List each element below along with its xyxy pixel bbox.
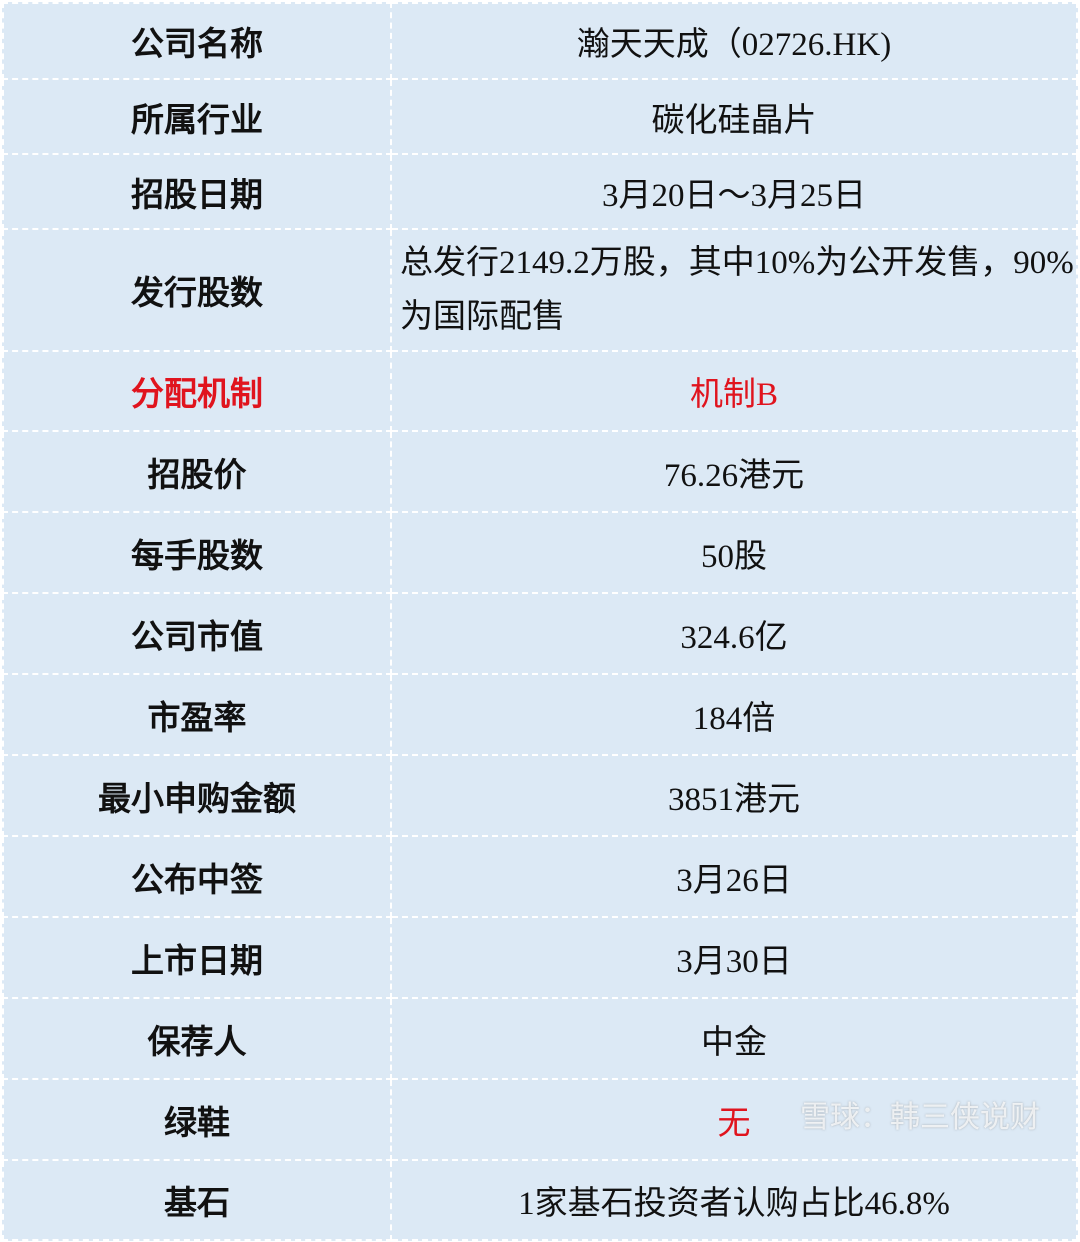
row-value: 324.6亿 [390,592,1078,675]
row-label: 上市日期 [2,916,392,999]
row-label: 公布中签 [2,835,392,918]
table-row: 分配机制 机制B [2,350,1078,432]
table-row: 市盈率 184倍 [2,673,1078,756]
row-label: 发行股数 [2,228,392,352]
row-value: 机制B [390,350,1078,432]
row-label: 招股价 [2,430,392,513]
table-row: 每手股数 50股 [2,511,1078,594]
row-value: 184倍 [390,673,1078,756]
row-value: 3月20日～3月25日 [390,153,1078,230]
row-value: 50股 [390,511,1078,594]
row-value: 1家基石投资者认购占比46.8% [390,1159,1078,1241]
row-label: 分配机制 [2,350,392,432]
table-row: 所属行业 碳化硅晶片 [2,78,1078,155]
row-label: 市盈率 [2,673,392,756]
table-row: 公司名称 瀚天天成（02726.HK) [2,2,1078,80]
table-row: 公司市值 324.6亿 [2,592,1078,675]
row-value: 76.26港元 [390,430,1078,513]
row-value: 瀚天天成（02726.HK) [390,2,1078,80]
row-value: 总发行2149.2万股，其中10%为公开发售，90%为国际配售 [390,228,1078,352]
row-label: 绿鞋 [2,1078,392,1161]
row-value: 3月26日 [390,835,1078,918]
row-label: 基石 [2,1159,392,1241]
table-row: 保荐人 中金 [2,997,1078,1080]
row-label: 所属行业 [2,78,392,155]
row-label: 最小申购金额 [2,754,392,837]
row-label: 保荐人 [2,997,392,1080]
row-label: 公司名称 [2,2,392,80]
table-row: 发行股数 总发行2149.2万股，其中10%为公开发售，90%为国际配售 [2,228,1078,352]
table-row: 基石 1家基石投资者认购占比46.8% [2,1159,1078,1241]
row-value: 3851港元 [390,754,1078,837]
row-value: 3月30日 [390,916,1078,999]
row-label: 公司市值 [2,592,392,675]
row-value: 碳化硅晶片 [390,78,1078,155]
row-label: 招股日期 [2,153,392,230]
table-row: 绿鞋无 [2,1078,1078,1161]
table-row: 公布中签 3月26日 [2,835,1078,918]
row-label: 每手股数 [2,511,392,594]
table-row: 最小申购金额 3851港元 [2,754,1078,837]
row-value: 中金 [390,997,1078,1080]
table-row: 上市日期 3月30日 [2,916,1078,999]
row-value: 无 [390,1078,1078,1161]
table-row: 招股价 76.26港元 [2,430,1078,513]
table-row: 招股日期 3月20日～3月25日 [2,153,1078,230]
